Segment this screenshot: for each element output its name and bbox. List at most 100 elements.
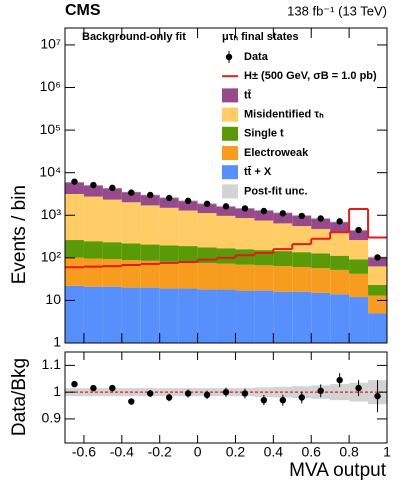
data-point [147,191,154,199]
stack-bar [216,215,236,249]
data-point [109,184,116,192]
stack-bar [140,194,160,206]
stack-bar [121,192,141,203]
stack-bar [349,273,369,298]
data-point [260,207,268,215]
stack-bar [121,287,141,343]
ratio-point [279,396,287,404]
stack-bar [83,185,103,197]
stack-bar [292,226,312,253]
stack-bar [235,264,255,291]
data-point [203,200,211,207]
stack-bar [197,213,217,248]
ratio-point [147,390,154,397]
stack-bar [140,287,160,343]
x-tick-label: 0.4 [264,444,284,460]
stack-bar [235,218,255,250]
stack-bar [349,230,369,241]
stack-bar [368,266,387,286]
stack-bar [330,222,350,233]
stack-bar [83,196,103,242]
stack-bar [159,245,179,262]
annotation: Background-only fit [82,31,186,43]
x-tick-label: 1 [383,444,391,460]
ratio-point [317,387,324,395]
y-tick-label: 1.1 [42,356,62,372]
data-point [317,215,324,222]
ratio-point [71,380,78,388]
plot-frame [64,27,388,344]
stack-bar [330,294,350,343]
chart-subtitle: 138 fb⁻¹ (13 TeV) [287,3,387,18]
stack-bar [311,228,331,254]
x-tick-label: -0.2 [148,444,172,460]
stack-bar [197,289,217,343]
data-point [279,210,287,217]
y-tick-label: 10⁵ [40,121,61,137]
stack-bar [83,286,103,343]
stack-bar [65,182,84,194]
ratio-point [222,388,230,396]
stack-bar [178,200,198,211]
stack-bar [311,218,331,229]
stack-bar [273,251,293,267]
ratio-point [128,398,135,405]
ratio-point [165,394,173,401]
legend-marker [225,53,233,61]
legend-label: H± (500 GeV, σB = 1.0 pb) [244,70,377,82]
uncertainty-band [83,388,103,397]
y-tick-label: 10⁴ [39,163,61,179]
y-axis-label: Data/Bkg [9,358,30,436]
stack-bar [197,263,217,290]
ratio-point [90,384,97,392]
stack-bar [216,289,236,343]
stack-bar [102,259,122,287]
stack-bar [83,258,103,287]
stack-bar [273,212,293,224]
data-point [184,197,192,205]
legend-label: Post-fit unc. [244,185,308,197]
ratio-point [184,390,192,397]
stack-bar [368,313,387,343]
uncertainty-band [159,388,179,397]
ratio-point [109,384,116,392]
stack-bar [368,285,387,296]
ratio-point [298,394,305,401]
x-tick-label: 0.2 [226,444,246,460]
y-tick-label: 10⁷ [40,36,61,52]
ratio-point [355,384,362,392]
stack-bar [159,261,179,289]
x-tick-label: 0.6 [302,444,322,460]
stack-bar [65,257,84,286]
stack-bar [178,262,198,289]
stack-bar [65,240,84,258]
stack-bar [102,188,122,200]
y-tick-label: 10³ [41,206,62,222]
stack-bar [102,199,122,243]
stack-bar [102,242,122,260]
ratio-point [374,392,381,400]
legend-label: Data [244,51,269,63]
stack-bar [65,285,84,343]
chart-title: CMS [65,2,101,19]
stack-bar [178,288,198,343]
y-tick-label: 1 [53,334,61,350]
stack-bar [235,208,255,219]
y-tick-label: 1 [53,383,61,399]
legend-label: Single t [244,128,284,140]
data-point [128,189,135,196]
stack-bar [216,206,236,216]
stack-bar [235,249,255,265]
uncertainty-band [254,387,274,397]
legend-marker [222,146,238,160]
stack-bar [292,266,312,292]
data-point [90,181,97,189]
stack-bar [178,210,198,247]
stack-bar [311,253,331,269]
y-axis-label: Events / bin [9,185,30,284]
ratio-point [336,376,343,384]
legend-marker [222,107,238,122]
ratio-frame [64,351,388,444]
stack-bar [140,205,160,245]
